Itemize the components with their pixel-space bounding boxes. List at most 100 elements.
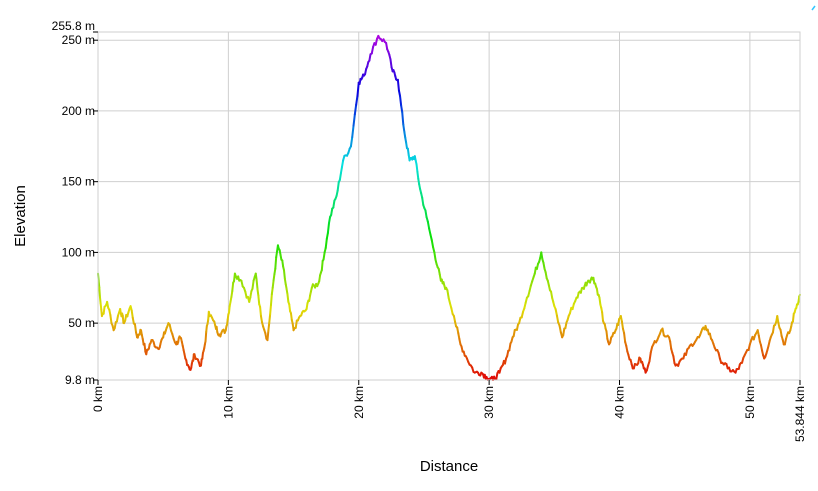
elevation-segment (320, 259, 324, 272)
y-tick-label: 9.8 m (65, 373, 95, 387)
elevation-segment (555, 314, 560, 324)
elevation-segment (325, 231, 329, 240)
elevation-segment (349, 136, 354, 148)
elevation-segment (109, 314, 113, 325)
elevation-segment (327, 216, 332, 225)
elevation-segment (130, 309, 134, 319)
elevation-segment (259, 315, 264, 324)
elevation-segment (255, 278, 259, 291)
elevation-segment (495, 372, 499, 381)
elevation-segment (353, 103, 358, 116)
elevation-segment (672, 355, 676, 365)
elevation-segment (385, 42, 389, 51)
y-tick-label: 50 m (68, 316, 95, 330)
elevation-segment (620, 320, 624, 330)
elevation-segment (251, 279, 255, 290)
elevation-segment (605, 330, 609, 340)
elevation-segment (776, 315, 780, 324)
elevation-segment (200, 358, 203, 367)
elevation-segment (269, 303, 272, 316)
elevation-segment (428, 227, 432, 236)
elevation-segment (257, 294, 261, 306)
x-axis-ticks: 0 km 10 km 20 km 30 km 40 km 50 km 53.844 km (91, 380, 807, 442)
elevation-segment (286, 293, 290, 303)
elevation-segment (271, 279, 275, 289)
x-tick-label: 53.844 km (793, 386, 807, 442)
elevation-segment (143, 342, 147, 353)
elevation-segment (254, 272, 258, 281)
x-tick-label: 20 km (352, 386, 366, 419)
elevation-segment (106, 300, 110, 309)
elevation-segment (228, 305, 231, 314)
elevation-segment (757, 334, 761, 343)
x-axis-title: Distance (420, 458, 478, 475)
elevation-segment (623, 332, 627, 343)
x-tick-label: 10 km (221, 386, 235, 419)
elevation-segment (416, 170, 420, 180)
elevation-segment (274, 256, 278, 270)
elevation-segment (204, 330, 208, 343)
elevation-segment (554, 308, 558, 317)
elevation-segment (433, 251, 437, 261)
elevation-segment (266, 329, 270, 342)
elevation-segment (324, 237, 328, 249)
elevation-segment (396, 78, 400, 92)
elevation-segment (401, 111, 405, 126)
elevation-segment (322, 251, 326, 261)
elevation-segment (267, 322, 271, 332)
elevation-segment (406, 147, 410, 157)
elevation-segment (771, 324, 775, 334)
y-tick-label: 255.8 m (52, 19, 95, 33)
elevation-segment (562, 327, 566, 337)
elevation-segment (256, 288, 260, 297)
elevation-segment (544, 271, 548, 280)
elevation-segment (779, 328, 783, 337)
elevation-segment (426, 220, 431, 230)
elevation-segment (98, 296, 102, 305)
y-axis-title: Elevation (12, 185, 29, 247)
elevation-segment (424, 209, 428, 219)
elevation-segment (330, 207, 334, 217)
plot-frame (97, 31, 801, 381)
elevation-segment (339, 165, 344, 175)
elevation-segment (648, 351, 652, 363)
elevation-segment (102, 305, 106, 315)
elevation-segment (269, 293, 273, 306)
elevation-segment (356, 81, 360, 97)
x-tick-label: 0 km (91, 386, 105, 412)
y-tick-label: 150 m (62, 175, 95, 189)
elevation-segment (205, 324, 208, 333)
y-tick-label: 100 m (62, 245, 95, 259)
elevation-segment (601, 311, 604, 322)
elevation-segment (661, 327, 665, 337)
elevation-segment (259, 305, 262, 318)
elevation-segment (231, 281, 235, 293)
elevation-segment (370, 45, 375, 55)
elevation-segment (121, 314, 125, 324)
elevation-segment (249, 290, 253, 299)
elevation-segment (550, 290, 554, 299)
elevation-segment (598, 296, 602, 306)
elevation-segment (389, 58, 393, 69)
elevation-segment (288, 303, 292, 313)
corner-mark-icon (811, 5, 816, 11)
elevation-segment (421, 196, 425, 207)
elevation-segment (294, 319, 298, 329)
x-tick-label: 50 km (743, 386, 757, 419)
elevation-segment (669, 340, 673, 350)
elevation-segment (336, 181, 340, 192)
grid-lines (98, 32, 800, 380)
y-tick-label: 250 m (62, 33, 95, 47)
elevation-segment (512, 329, 516, 338)
elevation-segment (791, 312, 795, 323)
elevation-segment (558, 324, 562, 334)
elevation-segment (270, 286, 274, 296)
elevation-segment (113, 321, 117, 330)
elevation-segment (97, 279, 101, 289)
elevation-segment (355, 94, 359, 106)
elevation-segment (283, 269, 286, 280)
elevation-segment (341, 159, 345, 168)
elevation-segment (446, 289, 450, 300)
